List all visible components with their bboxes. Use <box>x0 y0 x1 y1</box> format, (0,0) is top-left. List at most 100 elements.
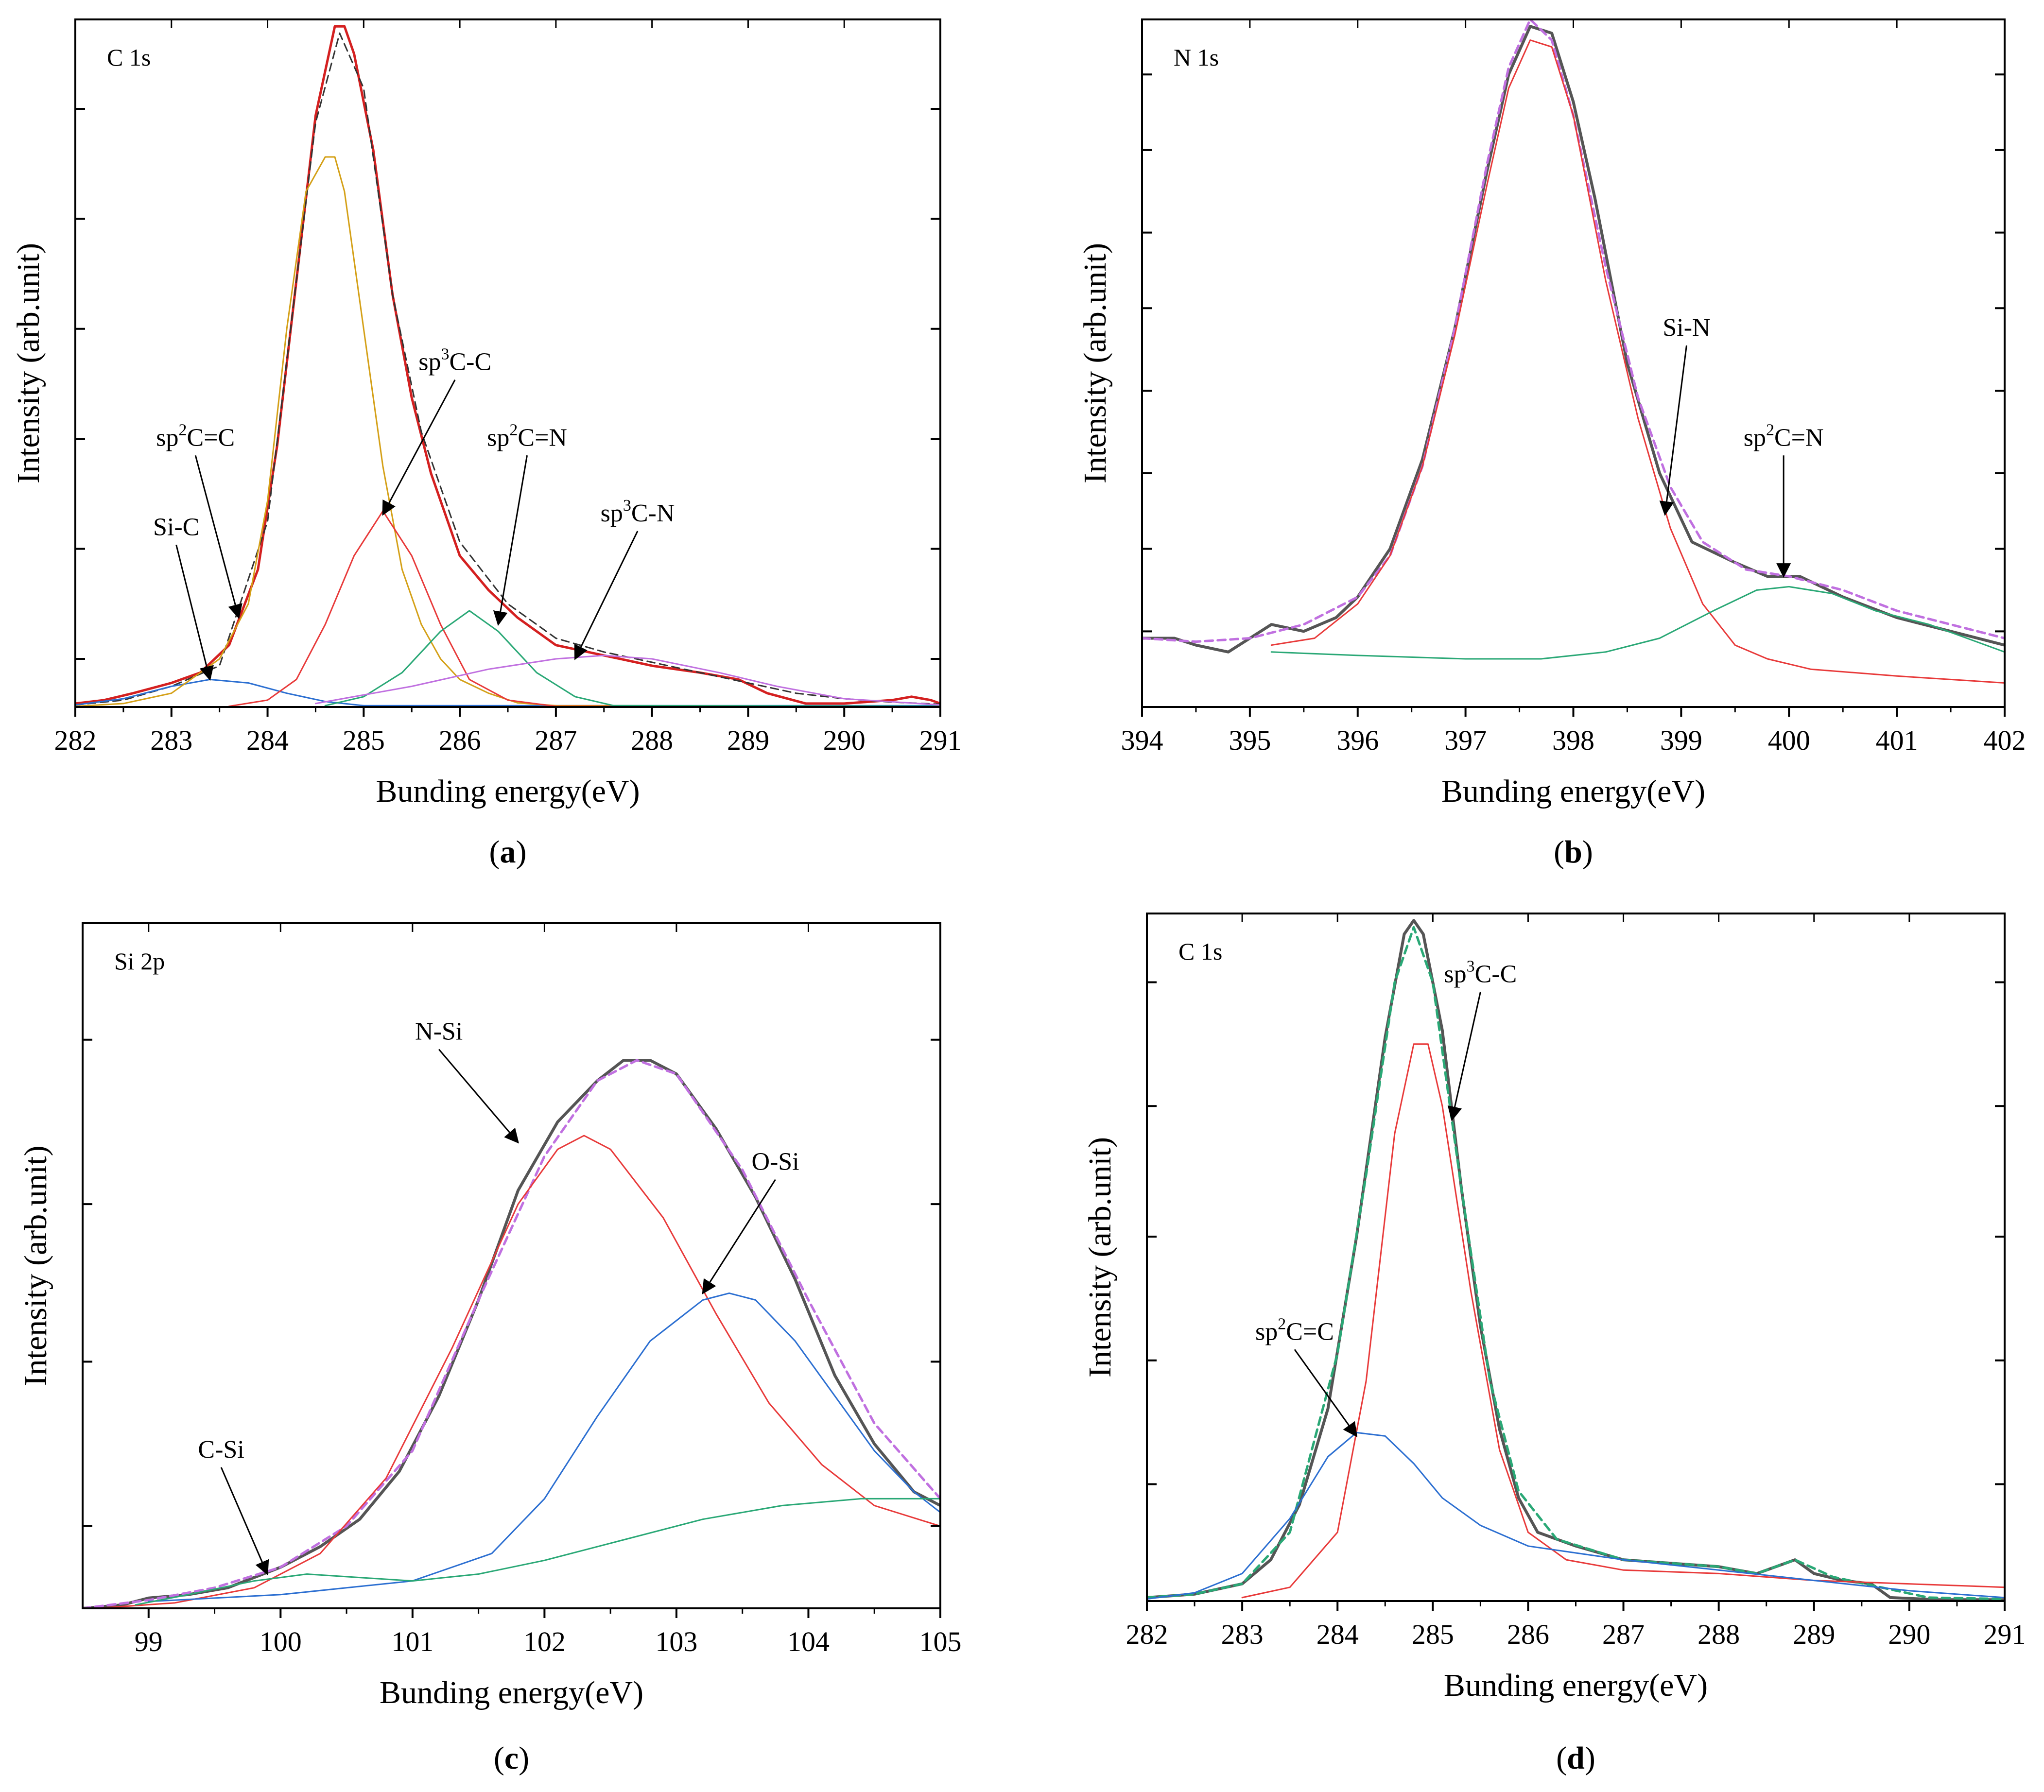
series-line-sp2c-c <box>75 156 940 707</box>
x-tick-label: 400 <box>1768 724 1810 756</box>
series-line-c-si <box>135 1498 940 1606</box>
plot-frame <box>82 922 941 1609</box>
annotation-arrow <box>1294 1349 1358 1437</box>
panel-label: (b) <box>1554 834 1593 870</box>
y-axis-title: Intensity (arb.unit) <box>1077 243 1113 483</box>
x-tick-label: 395 <box>1229 724 1271 756</box>
x-tick-label: 104 <box>787 1626 830 1657</box>
x-tick-label: 288 <box>1698 1619 1740 1650</box>
annotation-label: O-Si <box>751 1148 799 1176</box>
annotation-arrow <box>493 455 528 626</box>
x-axis-title: Bunding energy(eV) <box>1444 1668 1708 1703</box>
annotation-label: sp2C=N <box>487 421 567 451</box>
series-line-fit-envelope <box>1142 19 2005 643</box>
x-tick-label: 290 <box>823 724 866 756</box>
annotation-n-si: N-Si <box>415 1018 520 1144</box>
panel-letter: b <box>1564 834 1582 870</box>
x-tick-label: 286 <box>1507 1619 1549 1650</box>
x-tick-label: 287 <box>1602 1619 1645 1650</box>
x-tick-label: 399 <box>1660 724 1702 756</box>
series-line-experimental <box>1142 25 2005 654</box>
x-axis-title: Bunding energy(eV) <box>380 1675 643 1710</box>
x-tick-label: 103 <box>655 1626 697 1657</box>
series-line-sp2c-n <box>324 610 940 707</box>
x-tick-label: 402 <box>1984 724 2026 756</box>
x-tick-label: 291 <box>919 724 962 756</box>
annotation-arrow <box>702 1179 776 1294</box>
panel-letter: c <box>504 1740 519 1776</box>
panel-letter: d <box>1567 1740 1585 1776</box>
annotation-si-c: Si-C <box>153 513 214 681</box>
annotation-arrow <box>194 455 243 619</box>
annotation-label: sp2C=C <box>156 421 235 451</box>
annotation-label: sp2C=C <box>1255 1315 1334 1345</box>
series-line-si-c <box>75 678 940 706</box>
series-line-n-si <box>95 1135 940 1608</box>
x-tick-label: 287 <box>535 724 577 756</box>
annotation-label: sp2C=N <box>1744 421 1824 451</box>
series-group <box>1147 919 2005 1601</box>
chart-panel-c: 99 100 101 102 103 104 105 Si 2p Bunding energy(… <box>18 922 962 1776</box>
x-tick-label: 289 <box>727 724 769 756</box>
annotation-si-n: Si-N <box>1659 314 1711 516</box>
annotation-sp2c-c: sp2C=C <box>1255 1315 1358 1437</box>
panel-letter: a <box>500 834 516 870</box>
x-tick-label: 283 <box>1221 1619 1264 1650</box>
x-tick-label: 397 <box>1444 724 1487 756</box>
annotation-label: sp3C-C <box>418 345 491 376</box>
series-line-sp2c-n <box>1270 586 2005 660</box>
y-axis-title: Intensity (arb.unit) <box>11 243 46 483</box>
x-tick-label: 102 <box>523 1626 566 1657</box>
series-group <box>1142 19 2005 684</box>
x-tick-label: 398 <box>1552 724 1594 756</box>
annotation-label: Si-N <box>1663 314 1710 342</box>
spectrum-label: C 1s <box>1178 938 1222 965</box>
x-tick-label: 291 <box>1984 1619 2026 1650</box>
series-line-fit-envelope <box>1147 926 2005 1601</box>
annotation-sp3c-c: sp3C-C <box>1444 958 1517 1121</box>
y-axis-title: Intensity (arb.unit) <box>1082 1137 1118 1378</box>
x-tick-label: 285 <box>1412 1619 1454 1650</box>
series-line-experimental <box>83 1059 940 1608</box>
series-line-sp2c-c <box>1147 1431 2005 1600</box>
series-line-fit-envelope <box>83 1059 940 1608</box>
plot-frame <box>74 18 941 708</box>
annotation-arrow <box>1659 345 1687 516</box>
x-tick-label: 283 <box>150 724 192 756</box>
x-tick-label: 401 <box>1876 724 1918 756</box>
annotation-c-si: C-Si <box>198 1436 269 1576</box>
chart-panel-d: 282 283 284 285 286 287 288 289 290 291 C 1s Bundin… <box>1082 913 2026 1776</box>
annotation-arrow <box>382 379 456 516</box>
chart-panel-b: 394 395 396 397 398 399 400 401 402 N 1s Bunding e… <box>1077 18 2026 870</box>
plot-frame <box>1146 913 2006 1602</box>
spectrum-label: Si 2p <box>114 948 165 975</box>
series-line-experimental <box>1147 919 2005 1601</box>
annotation-arrow <box>574 531 639 660</box>
series-line-si-n <box>1270 39 2005 684</box>
annotation-sp2c-n: sp2C=N <box>487 421 567 626</box>
x-tick-label: 394 <box>1121 724 1163 756</box>
x-tick-label: 100 <box>260 1626 302 1657</box>
annotation-sp2c-c: sp2C=C <box>156 421 243 619</box>
series-line-o-si <box>148 1292 940 1602</box>
chart-panel-a: 282 283 284 285 286 287 288 289 290 291 C 1s Bundin… <box>11 18 962 870</box>
annotation-arrow <box>438 1049 520 1144</box>
annotation-label: C-Si <box>198 1436 244 1464</box>
x-axis-title: Bunding energy(eV) <box>1441 774 1705 809</box>
x-tick-label: 99 <box>135 1626 163 1657</box>
annotation-arrow <box>1447 992 1481 1121</box>
series-group <box>83 1059 940 1608</box>
series-line-sp3c-n <box>314 655 940 706</box>
annotation-sp2c-n: sp2C=N <box>1744 421 1824 578</box>
panel-label: (c) <box>494 1740 529 1776</box>
x-tick-label: 290 <box>1888 1619 1930 1650</box>
x-tick-label: 285 <box>343 724 385 756</box>
annotation-label: N-Si <box>415 1018 463 1046</box>
x-axis-title: Bunding energy(eV) <box>376 774 640 809</box>
x-tick-label: 282 <box>1126 1619 1168 1650</box>
x-tick-label: 284 <box>1316 1619 1359 1650</box>
annotation-arrow <box>220 1467 269 1576</box>
series-line-sp3c-c <box>1241 1043 2005 1599</box>
x-tick-label: 284 <box>246 724 289 756</box>
